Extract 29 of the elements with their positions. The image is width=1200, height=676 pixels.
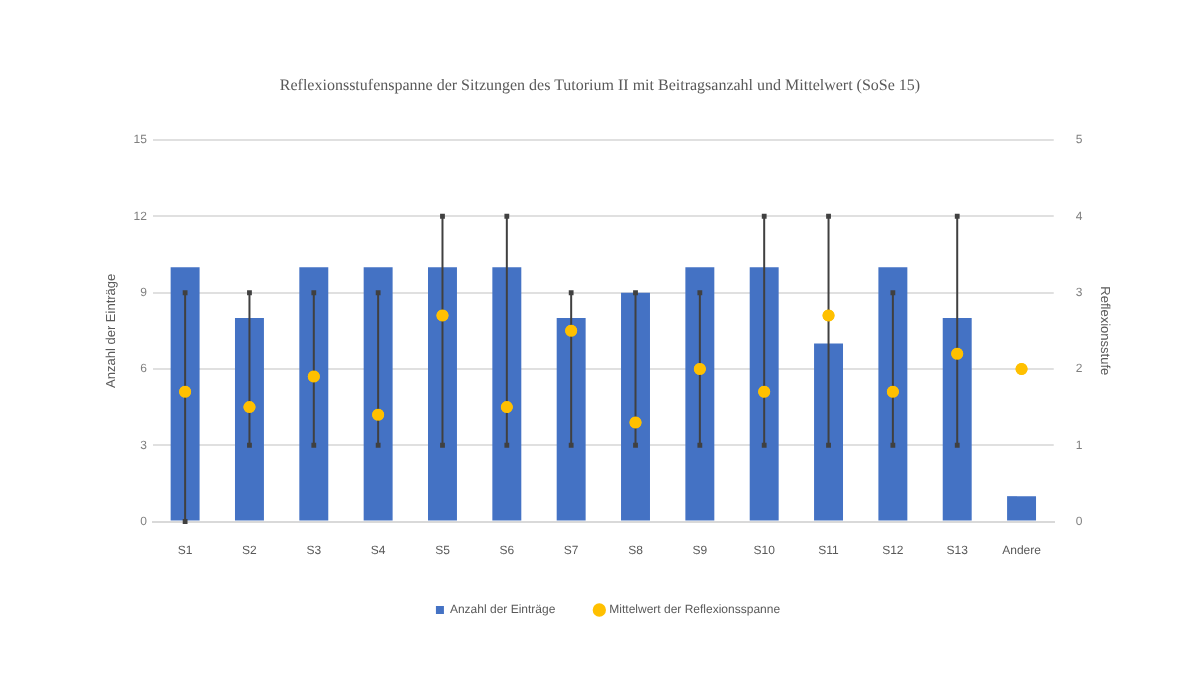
- bar: [234, 318, 264, 521]
- bar: [878, 267, 908, 521]
- point: [565, 324, 578, 337]
- bar: [492, 267, 522, 521]
- bar: [685, 267, 715, 521]
- point: [243, 401, 256, 414]
- point: [886, 385, 899, 398]
- point: [436, 309, 449, 322]
- point: [629, 416, 642, 429]
- point: [758, 385, 771, 398]
- chart-title: Reflexionsstufenspanne der Sitzungen des Tutorium II mit Beitragsanzahl und Mittelwert (SoSe 15): [277, 76, 923, 94]
- bar: [1007, 496, 1037, 521]
- point: [500, 401, 513, 414]
- point: [1015, 362, 1028, 375]
- point: [951, 347, 964, 360]
- point: [179, 385, 192, 398]
- bar: [428, 267, 457, 521]
- bar: [363, 267, 393, 521]
- bar: [814, 343, 844, 521]
- bar: [942, 318, 972, 521]
- bar: [299, 267, 329, 521]
- point: [307, 370, 320, 383]
- bar: [556, 318, 586, 521]
- bar: [621, 292, 650, 521]
- bar: [170, 267, 200, 521]
- bar: [749, 267, 779, 521]
- point: [822, 309, 835, 322]
- point: [693, 362, 706, 375]
- point: [372, 408, 385, 421]
